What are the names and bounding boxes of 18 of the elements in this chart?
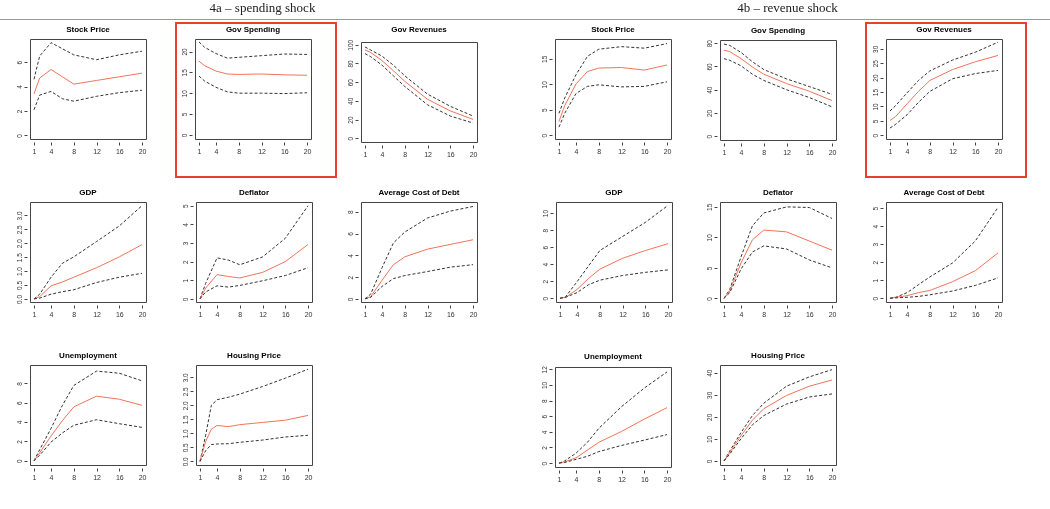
chart-title: GDP xyxy=(79,188,98,197)
chart-title: Stock Price xyxy=(591,25,636,34)
chart-title: Deflator xyxy=(238,188,270,197)
text: 4b – revenue shock xyxy=(736,0,839,16)
chart-title: Housing Price xyxy=(227,351,282,360)
text: 4a – spending shock xyxy=(208,0,317,16)
chart-title: Housing Price xyxy=(751,351,806,360)
chart-title: Gov Spending xyxy=(225,25,281,34)
chart-title: Deflator xyxy=(762,188,794,197)
chart-title: Gov Spending xyxy=(750,25,806,35)
chart-title: Gov Revenues xyxy=(916,25,973,34)
chart-title: GDP xyxy=(605,188,624,197)
chart-title: Stock Price xyxy=(66,25,111,34)
chart-title: Gov Revenues xyxy=(391,25,448,35)
chart-title: Average Cost of Debt xyxy=(378,188,460,197)
chart-title: Average Cost of Debt xyxy=(903,188,985,197)
chart-title: Unemployment xyxy=(59,351,118,360)
chart-title: Unemployment xyxy=(584,351,643,361)
